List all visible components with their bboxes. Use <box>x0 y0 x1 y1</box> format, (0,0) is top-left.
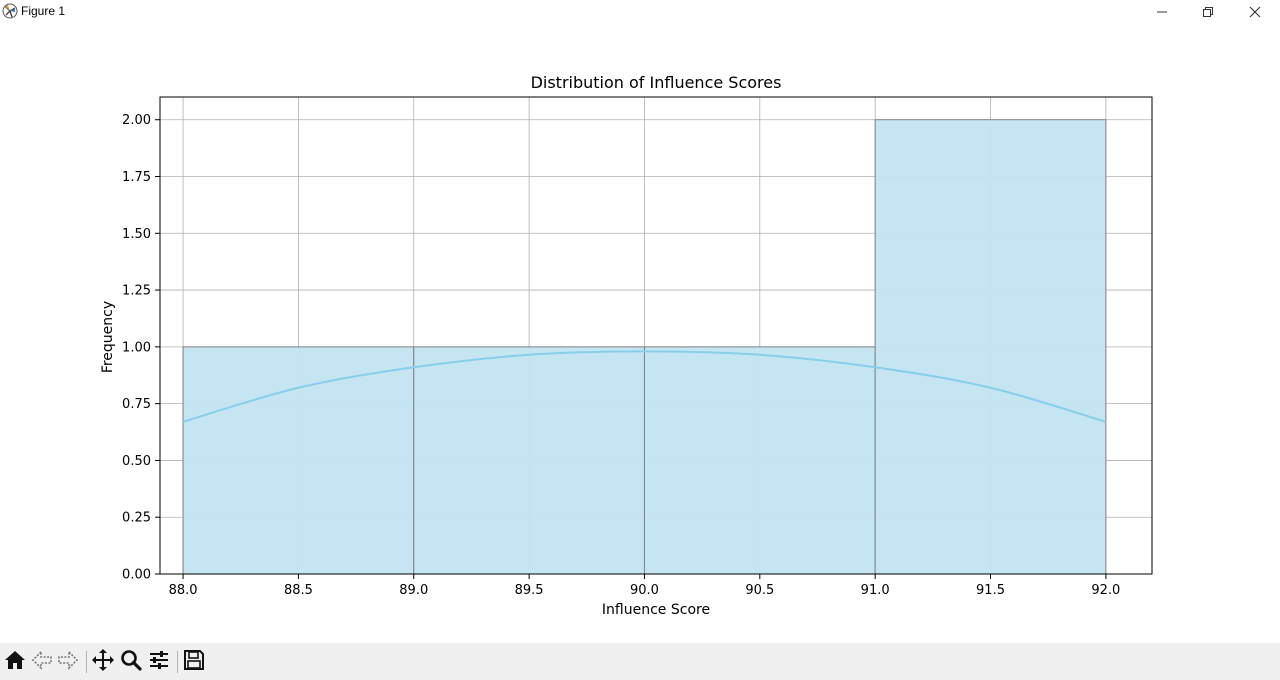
x-axis-label: Influence Score <box>602 602 710 618</box>
histogram-chart: 88.0 88.5 89.0 89.5 90.0 90.5 91.0 91.5 92.0 0.00… <box>100 73 1153 618</box>
toolbar-separator <box>86 651 87 673</box>
y-tick-label: 1.25 <box>122 284 151 299</box>
window-title: Figure 1 <box>21 4 66 18</box>
matplotlib-icon <box>2 3 18 19</box>
close-button[interactable] <box>1232 0 1278 24</box>
y-tick-label: 0.50 <box>122 454 151 469</box>
restore-icon <box>1202 3 1214 22</box>
configure-subplots-icon <box>148 649 170 675</box>
close-icon <box>1249 3 1261 22</box>
restore-button[interactable] <box>1185 0 1231 24</box>
pan-icon <box>91 648 115 676</box>
navigation-toolbar <box>0 643 1280 680</box>
minimize-icon <box>1156 3 1168 22</box>
x-tick-label: 89.0 <box>399 583 428 598</box>
histogram-bar <box>182 346 415 575</box>
back-button[interactable] <box>29 649 55 675</box>
toolbar-separator <box>177 651 178 673</box>
histogram-bar <box>643 346 876 575</box>
title-bar: Figure 1 <box>0 0 1280 26</box>
x-tick-label: 89.5 <box>515 583 544 598</box>
kde-curve <box>182 350 1107 423</box>
home-button[interactable] <box>2 649 28 675</box>
chart-title: Distribution of Influence Scores <box>531 73 782 92</box>
pan-button[interactable] <box>90 649 116 675</box>
histogram-bar <box>874 119 1107 575</box>
histogram-bar <box>413 346 645 575</box>
zoom-button[interactable] <box>118 649 144 675</box>
figure-canvas: 88.0 88.5 89.0 89.5 90.0 90.5 91.0 91.5 92.0 0.00… <box>0 26 1280 643</box>
y-tick-label: 2.00 <box>122 113 151 128</box>
forward-button[interactable] <box>55 649 81 675</box>
save-icon <box>183 649 205 675</box>
minimize-button[interactable] <box>1139 0 1185 24</box>
y-tick-label: 1.00 <box>122 340 151 355</box>
x-tick-label: 88.5 <box>284 583 313 598</box>
x-tick-label: 92.0 <box>1091 583 1120 598</box>
y-tick-label: 0.00 <box>122 568 151 583</box>
y-tick-label: 0.25 <box>122 511 151 526</box>
x-tick-label: 91.0 <box>861 583 890 598</box>
x-tick-label: 88.0 <box>169 583 198 598</box>
save-button[interactable] <box>181 649 207 675</box>
y-tick-label: 0.75 <box>122 397 151 412</box>
zoom-icon <box>120 649 142 675</box>
home-icon <box>4 649 26 675</box>
configure-subplots-button[interactable] <box>146 649 172 675</box>
x-tick-label: 91.5 <box>976 583 1005 598</box>
forward-icon <box>57 649 79 675</box>
y-tick-label: 1.75 <box>122 170 151 185</box>
back-icon <box>31 649 53 675</box>
y-axis-label: Frequency <box>100 301 116 373</box>
x-tick-label: 90.5 <box>745 583 774 598</box>
y-tick-label: 1.50 <box>122 227 151 242</box>
x-tick-label: 90.0 <box>630 583 659 598</box>
axes-frame <box>159 96 1153 575</box>
